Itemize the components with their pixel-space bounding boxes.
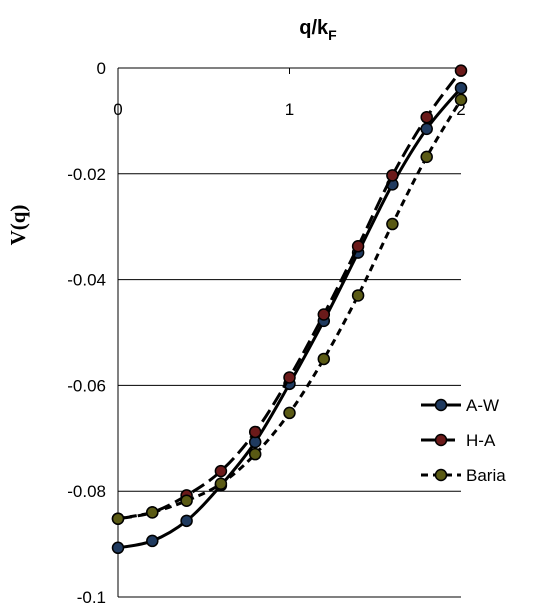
legend-item-H-A: H-A <box>421 431 496 450</box>
series-Baria <box>111 93 468 525</box>
data-point <box>146 534 159 548</box>
grid-lines <box>118 67 461 598</box>
series-H-A <box>111 64 468 525</box>
y-tick-label: -0.04 <box>67 271 106 290</box>
data-point <box>248 447 262 461</box>
series-line <box>117 98 463 521</box>
data-point <box>214 464 228 478</box>
data-point <box>283 406 296 420</box>
data-point <box>214 477 228 491</box>
x-tick-label: 1 <box>285 100 294 119</box>
data-point <box>111 512 125 525</box>
legend-item-A-W: A-W <box>421 396 499 415</box>
data-point <box>386 169 399 182</box>
y-axis-label: V(q) <box>6 205 30 246</box>
data-point <box>420 150 433 164</box>
legend-label: A-W <box>466 396 499 415</box>
data-point <box>180 494 193 507</box>
series-line <box>117 69 463 521</box>
data-point <box>454 93 468 106</box>
data-point <box>420 110 433 124</box>
data-point <box>454 81 468 95</box>
data-point <box>248 425 262 439</box>
legend: A-W H-A Baria <box>421 396 506 485</box>
series-A-W <box>111 81 468 555</box>
legend-marker <box>434 433 448 447</box>
data-point <box>420 122 433 136</box>
data-point <box>351 289 365 302</box>
x-axis-label: q/kF <box>299 17 337 43</box>
data-point <box>317 352 331 366</box>
y-tick-label: 0 <box>97 59 106 78</box>
x-axis-label-subscript: F <box>328 27 337 43</box>
legend-label: Baria <box>466 466 506 485</box>
data-point <box>180 514 193 528</box>
data-point <box>454 64 468 77</box>
series-line <box>117 87 463 550</box>
y-tick-label: -0.1 <box>77 588 106 605</box>
x-tick-label: 0 <box>113 100 122 119</box>
x-axis-label-main: q/k <box>299 17 329 39</box>
x-tick-label: 2 <box>456 100 465 119</box>
legend-label: H-A <box>466 431 496 450</box>
tick-labels: 0 -0.02 -0.04 -0.06 -0.08 -0.1 0 1 2 <box>67 59 465 605</box>
data-point <box>386 217 399 231</box>
y-tick-label: -0.06 <box>67 376 106 395</box>
data-point <box>283 371 296 384</box>
series-group <box>111 64 468 555</box>
data-point <box>111 541 125 555</box>
legend-marker <box>434 468 448 482</box>
legend-item-Baria: Baria <box>421 466 506 485</box>
data-point <box>146 506 159 519</box>
data-point <box>317 308 331 321</box>
data-point <box>351 240 365 253</box>
legend-marker <box>434 398 448 412</box>
y-tick-label: -0.08 <box>67 482 106 501</box>
y-tick-label: -0.02 <box>67 165 106 184</box>
